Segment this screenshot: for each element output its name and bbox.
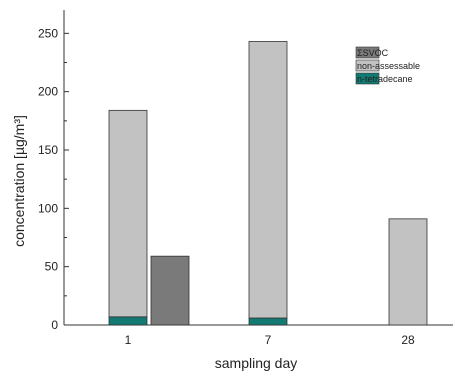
x-axis-title: sampling day <box>215 355 298 371</box>
bars-layer <box>108 41 428 326</box>
legend-label: ΣSVOC <box>357 48 389 58</box>
x-tick-label: 1 <box>125 333 132 347</box>
y-tick-label: 250 <box>38 26 58 40</box>
legend-label: n-tetradecane <box>357 74 413 84</box>
y-tick-label: 50 <box>45 260 59 274</box>
x-tick-label: 28 <box>401 333 415 347</box>
bar-n-tetradecane <box>108 316 148 326</box>
y-tick-label: 200 <box>38 85 58 99</box>
legend-swatch <box>355 59 380 72</box>
bar-non-assessable <box>248 41 288 319</box>
y-axis-title: concentration [µg/m³] <box>11 115 27 247</box>
bar-n-tetradecane <box>248 317 288 326</box>
bar-non-assessable <box>388 218 428 326</box>
y-tick-label: 100 <box>38 201 58 215</box>
y-tick-label: 150 <box>38 143 58 157</box>
legend: ΣSVOC non-assessable n-tetradecane <box>355 46 420 85</box>
x-tick-label: 7 <box>265 333 272 347</box>
legend-label: non-assessable <box>357 61 420 71</box>
bar-svoc <box>150 255 190 326</box>
axes-layer: 0 50 100 150 200 250 1 7 28 <box>38 10 453 347</box>
legend-swatch <box>355 46 380 59</box>
y-tick-label: 0 <box>51 318 58 332</box>
legend-swatch <box>355 72 380 85</box>
bar-non-assessable <box>108 109 148 318</box>
